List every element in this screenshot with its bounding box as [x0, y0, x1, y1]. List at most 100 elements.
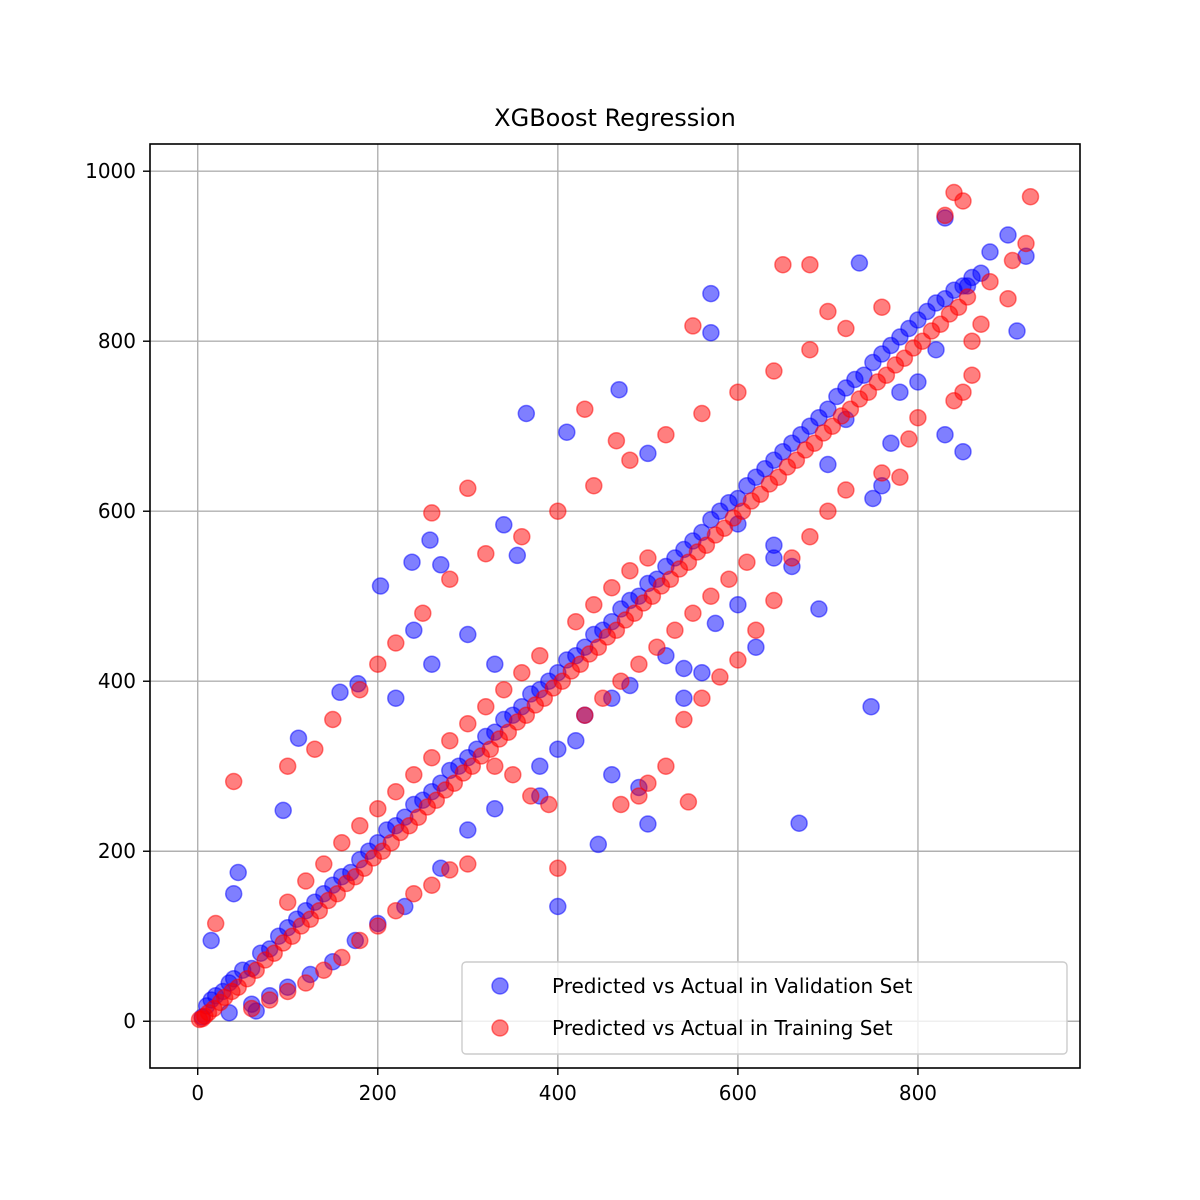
training-point — [972, 315, 990, 333]
training-point — [513, 527, 531, 546]
training-point — [369, 799, 387, 818]
training-point — [522, 787, 540, 805]
training-point — [477, 544, 495, 563]
training-point — [441, 861, 459, 879]
training-point — [423, 504, 441, 522]
y-tick-label: 400 — [98, 669, 136, 693]
training-point — [423, 876, 441, 894]
validation-point — [790, 814, 808, 832]
y-tick-label: 1000 — [85, 159, 136, 183]
training-point — [711, 668, 729, 686]
validation-point — [567, 731, 585, 750]
training-point — [981, 272, 999, 291]
training-point — [702, 587, 720, 605]
validation-point — [371, 577, 390, 595]
training-point — [729, 651, 747, 669]
training-point — [387, 901, 405, 920]
training-point — [679, 793, 698, 811]
validation-point — [423, 655, 441, 673]
training-point — [567, 612, 585, 631]
validation-point — [639, 444, 657, 463]
x-tick-label: 200 — [359, 1081, 397, 1105]
training-point — [315, 855, 333, 873]
validation-point — [747, 638, 765, 656]
training-point — [477, 697, 495, 716]
training-point — [333, 833, 351, 852]
chart-title: XGBoost Regression — [494, 104, 736, 132]
training-point — [576, 706, 594, 724]
validation-point — [702, 323, 720, 342]
training-point — [720, 570, 738, 588]
legend-label-validation: Predicted vs Actual in Validation Set — [552, 974, 913, 998]
training-point — [607, 431, 626, 450]
training-point — [738, 553, 756, 571]
training-point — [657, 425, 675, 444]
training-point — [837, 481, 855, 499]
validation-point — [549, 740, 567, 758]
training-point — [297, 974, 315, 992]
legend-label-training: Predicted vs Actual in Training Set — [552, 1016, 893, 1040]
validation-point — [603, 765, 621, 784]
training-point — [549, 859, 567, 877]
validation-point — [706, 614, 725, 633]
validation-point — [882, 434, 900, 452]
training-point — [648, 638, 666, 656]
training-point — [405, 765, 423, 784]
y-tick-label: 600 — [98, 499, 136, 523]
training-point — [531, 646, 549, 665]
validation-point — [954, 442, 972, 461]
validation-point — [508, 546, 527, 565]
training-point — [801, 527, 819, 546]
training-point — [801, 255, 819, 274]
training-point — [963, 366, 981, 384]
validation-point — [289, 729, 308, 747]
validation-point — [702, 284, 720, 303]
x-tick-label: 0 — [191, 1081, 204, 1105]
x-tick-label: 600 — [719, 1081, 757, 1105]
training-point — [999, 289, 1017, 308]
validation-point — [486, 655, 504, 673]
training-point — [324, 710, 342, 729]
training-point — [765, 362, 783, 380]
training-point — [423, 748, 441, 767]
training-point — [333, 948, 351, 967]
training-point — [387, 634, 405, 652]
x-tick-label: 800 — [899, 1081, 937, 1105]
training-point — [603, 578, 621, 597]
validation-point — [331, 683, 349, 702]
validation-point — [387, 689, 405, 707]
training-point — [459, 479, 477, 498]
validation-point — [517, 404, 536, 423]
legend-box — [461, 961, 1068, 1055]
training-point — [891, 468, 909, 486]
validation-point — [1008, 322, 1026, 340]
training-point — [774, 255, 792, 274]
training-point — [945, 391, 963, 410]
points-layer — [190, 183, 1040, 1029]
x-tick-label: 400 — [539, 1081, 577, 1105]
training-point — [1017, 234, 1035, 253]
training-point — [684, 604, 702, 622]
validation-point — [274, 801, 292, 820]
training-point — [206, 914, 225, 933]
training-point — [315, 961, 333, 979]
axes-layer — [149, 143, 1081, 1069]
training-point — [783, 549, 801, 567]
validation-point — [675, 689, 693, 707]
training-point — [621, 451, 639, 469]
training-point — [585, 595, 603, 614]
training-point — [657, 757, 675, 775]
training-point — [909, 408, 927, 427]
training-point — [612, 795, 630, 814]
training-point — [1021, 187, 1040, 206]
training-point — [278, 893, 297, 911]
training-point — [801, 340, 819, 359]
validation-point — [202, 931, 220, 950]
training-point — [278, 982, 297, 1001]
training-point — [684, 317, 702, 335]
training-point — [1003, 251, 1022, 270]
training-point — [504, 765, 522, 784]
training-point — [639, 549, 657, 567]
